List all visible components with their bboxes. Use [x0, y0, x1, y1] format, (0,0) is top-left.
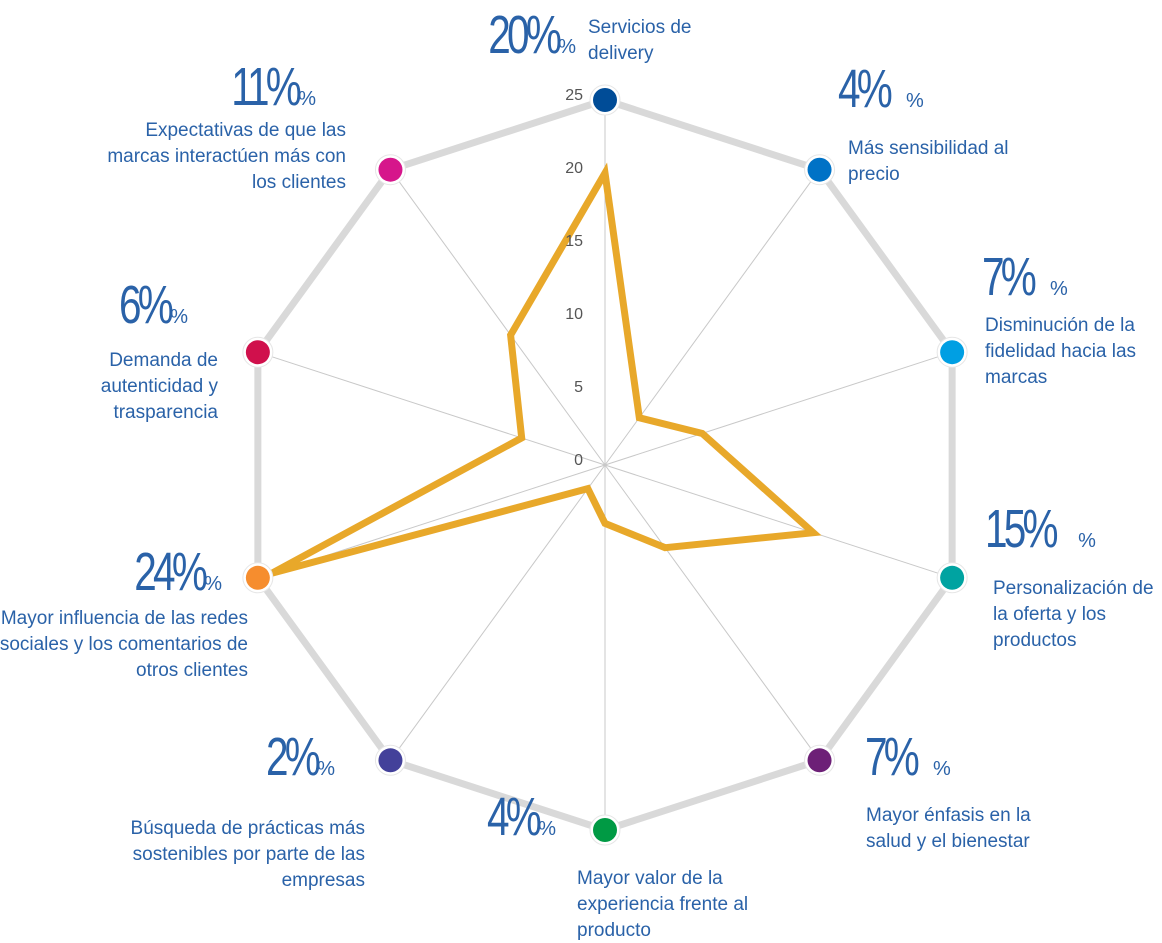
- value-label-suffix: %: [933, 758, 951, 780]
- value-label: 6%%: [102, 278, 188, 332]
- value-label-suffix: %: [170, 306, 188, 328]
- value-label-number: 4%: [838, 59, 893, 119]
- category-label: Servicios de delivery: [588, 17, 692, 64]
- value-label: 11%%: [209, 60, 316, 114]
- series: [270, 162, 822, 577]
- category-dot-fill: [807, 157, 832, 182]
- value-label-number: 7%: [982, 247, 1037, 307]
- value-label: 2%%: [249, 730, 335, 784]
- y-ticks: 0 5 10 15 20 25: [565, 87, 583, 469]
- category-label: Demanda de autenticidad y trasparencia: [100, 350, 218, 423]
- value-label: 24%%: [111, 545, 222, 599]
- value-label: 7%%: [982, 250, 1068, 304]
- value-label: 20%%: [465, 8, 576, 62]
- y-tick-label: 20: [565, 160, 583, 177]
- category-label: Búsqueda de prácticas más sostenibles po…: [130, 818, 365, 891]
- value-label-suffix: %: [906, 90, 924, 112]
- y-tick-label: 5: [574, 379, 583, 396]
- category-dot-fill: [245, 340, 270, 365]
- spoke: [390, 464, 606, 761]
- value-label-suffix: %: [298, 88, 316, 110]
- value-label-number: 7%: [865, 727, 920, 787]
- value-label-suffix: %: [558, 36, 576, 58]
- category-label: Más sensibilidad al precio: [848, 138, 1009, 185]
- value-label-suffix: %: [1078, 530, 1096, 552]
- spoke: [257, 351, 606, 466]
- y-tick-label: 0: [574, 452, 583, 469]
- y-tick-label: 25: [565, 87, 583, 104]
- value-label: 15%%: [985, 502, 1096, 556]
- category-dot-fill: [807, 748, 832, 773]
- value-label: 7%%: [865, 730, 951, 784]
- category-label: Expectativas de que las marcas interactú…: [107, 120, 346, 193]
- y-tick-label: 15: [565, 233, 583, 250]
- value-label-number: 20%: [488, 5, 562, 65]
- value-label-number: 2%: [266, 727, 321, 787]
- category-dot-fill: [593, 88, 617, 112]
- category-dot-fill: [940, 565, 965, 590]
- category-dot-fill: [245, 565, 270, 590]
- category-label: Personalización de la oferta y los produ…: [993, 578, 1154, 651]
- category-label: Mayor valor de la experiencia frente al …: [577, 868, 749, 941]
- spoke: [604, 351, 953, 466]
- value-label-number: 11%: [231, 57, 302, 117]
- value-label-suffix: %: [538, 818, 556, 840]
- category-label: Disminución de la fidelidad hacia las ma…: [985, 315, 1137, 388]
- category-dot-fill: [378, 748, 403, 773]
- series-line: [270, 162, 822, 577]
- value-label-number: 4%: [487, 787, 542, 847]
- category-dots: [242, 84, 968, 846]
- value-label-suffix: %: [1050, 278, 1068, 300]
- category-label: Mayor énfasis en la salud y el bienestar: [866, 805, 1031, 852]
- value-label-suffix: %: [204, 573, 222, 595]
- category-dot-fill: [593, 818, 617, 842]
- y-tick-label: 10: [565, 306, 583, 323]
- value-label: 4%%: [470, 790, 556, 844]
- category-dot-fill: [378, 157, 403, 182]
- category-label: Mayor influencia de las redes sociales y…: [0, 608, 248, 681]
- value-label-number: 24%: [134, 542, 208, 602]
- spoke: [604, 464, 953, 579]
- value-label-suffix: %: [317, 758, 335, 780]
- category-dot-fill: [940, 340, 965, 365]
- value-label-number: 15%: [985, 499, 1059, 559]
- value-label-number: 6%: [119, 275, 174, 335]
- spoke: [390, 169, 606, 466]
- value-label: 4%%: [838, 62, 924, 116]
- spoke: [604, 464, 820, 761]
